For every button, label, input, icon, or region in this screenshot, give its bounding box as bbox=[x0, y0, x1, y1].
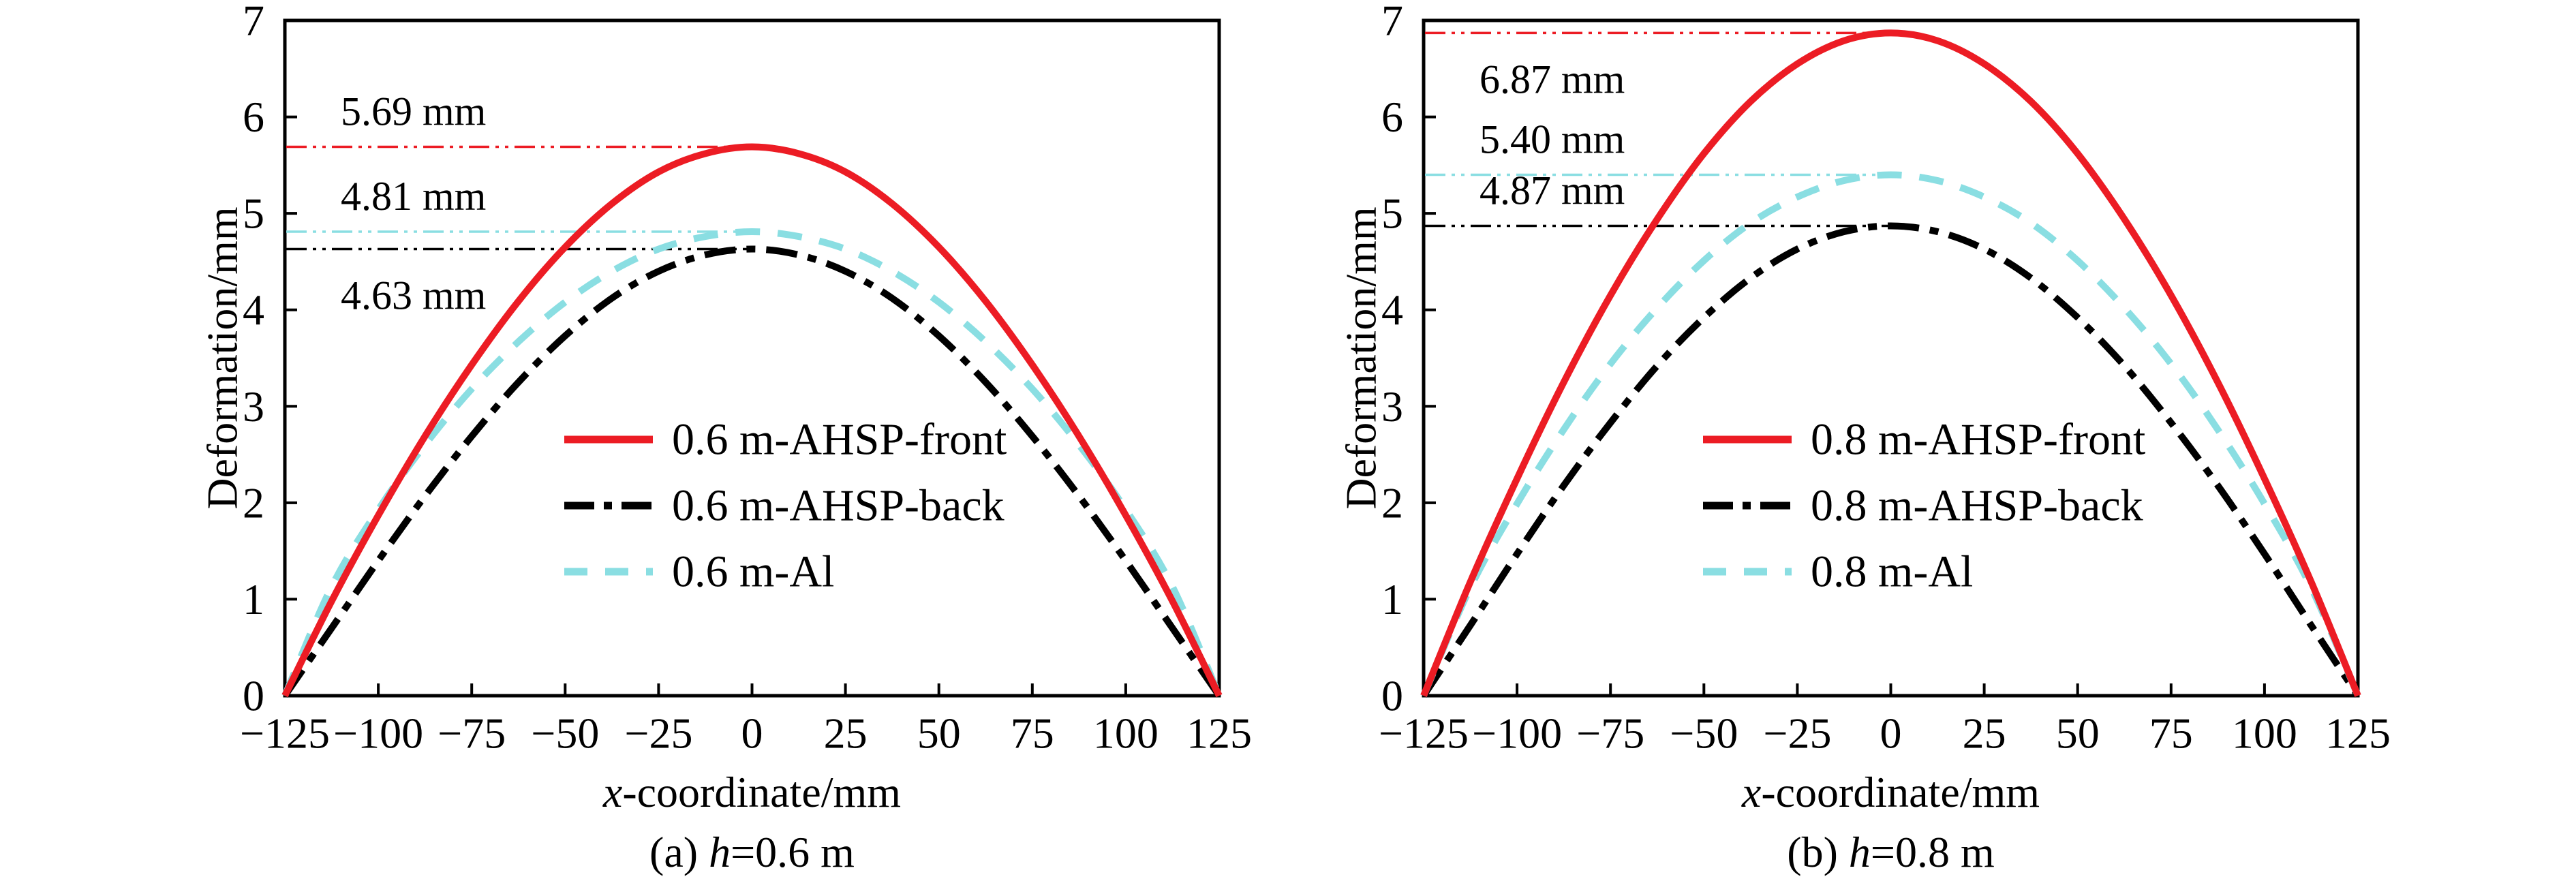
x-axis-label: x-coordinate/mm bbox=[1741, 768, 2040, 816]
annotation-label: 4.87 mm bbox=[1479, 168, 1625, 213]
series-curve-0-6-m-ahsp-front bbox=[281, 143, 1223, 698]
annotation-label: 4.81 mm bbox=[341, 174, 486, 219]
x-tick-label: 0 bbox=[741, 709, 763, 758]
x-tick-label: 125 bbox=[2325, 709, 2391, 758]
legend-label: 0.6 m-AHSP-back bbox=[672, 481, 1005, 531]
annotation-label: 5.69 mm bbox=[341, 89, 486, 134]
series-curve-0-8-m-al bbox=[1420, 171, 2361, 697]
legend-label: 0.8 m-AHSP-front bbox=[1811, 415, 2145, 465]
x-tick-label: 0 bbox=[1880, 709, 1902, 758]
x-tick-label: −50 bbox=[1670, 709, 1738, 758]
legend-label: 0.8 m-Al bbox=[1811, 547, 1973, 597]
legend-label: 0.6 m-Al bbox=[672, 547, 834, 597]
y-axis-label: Deformation/mm bbox=[198, 206, 247, 509]
x-tick-label: 125 bbox=[1186, 709, 1252, 758]
legend-label: 0.8 m-AHSP-back bbox=[1811, 481, 2143, 531]
y-tick-label: 1 bbox=[1381, 575, 1403, 623]
x-axis-label: x-coordinate/mm bbox=[602, 768, 901, 816]
series-curve-0-8-m-ahsp-back bbox=[1420, 222, 2361, 698]
y-tick-label: 6 bbox=[1381, 93, 1403, 141]
annotation-label: 5.40 mm bbox=[1479, 117, 1625, 162]
x-tick-label: −75 bbox=[438, 709, 506, 758]
x-tick-label: −100 bbox=[1472, 709, 1562, 758]
series-curve-0-8-m-ahsp-front bbox=[1420, 29, 2361, 697]
x-tick-label: −25 bbox=[624, 709, 692, 758]
x-tick-label: 25 bbox=[824, 709, 868, 758]
x-tick-label: −100 bbox=[333, 709, 423, 758]
x-tick-label: 50 bbox=[917, 709, 961, 758]
x-tick-label: −50 bbox=[531, 709, 599, 758]
x-tick-label: 50 bbox=[2056, 709, 2100, 758]
y-tick-label: 2 bbox=[243, 478, 264, 527]
annotation-label: 4.63 mm bbox=[341, 273, 486, 318]
panel-caption: (b) h=0.8 m bbox=[1787, 828, 1995, 876]
y-tick-label: 1 bbox=[243, 575, 264, 623]
x-tick-label: −125 bbox=[240, 709, 330, 758]
panel-caption: (a) h=0.6 m bbox=[649, 828, 855, 876]
y-tick-label: 4 bbox=[1381, 286, 1403, 334]
x-tick-label: 25 bbox=[1963, 709, 2006, 758]
annotation-label: 6.87 mm bbox=[1479, 57, 1625, 102]
y-tick-label: 3 bbox=[1381, 382, 1403, 431]
legend-label: 0.6 m-AHSP-front bbox=[672, 415, 1007, 465]
x-tick-label: −25 bbox=[1763, 709, 1831, 758]
y-axis-label: Deformation/mm bbox=[1337, 206, 1385, 509]
series-curve-0-6-m-ahsp-back bbox=[281, 245, 1223, 698]
y-tick-label: 0 bbox=[1381, 672, 1403, 720]
y-tick-label: 0 bbox=[243, 672, 264, 720]
x-tick-label: −75 bbox=[1576, 709, 1644, 758]
x-tick-label: 75 bbox=[2149, 709, 2193, 758]
x-tick-label: 100 bbox=[1093, 709, 1159, 758]
y-tick-label: 7 bbox=[1381, 0, 1403, 45]
series-curve-0-6-m-al bbox=[281, 228, 1223, 697]
y-tick-label: 6 bbox=[243, 93, 264, 141]
y-tick-label: 5 bbox=[243, 189, 264, 238]
y-tick-label: 4 bbox=[243, 286, 264, 334]
y-tick-label: 2 bbox=[1381, 478, 1403, 527]
x-tick-label: −125 bbox=[1379, 709, 1469, 758]
x-tick-label: 75 bbox=[1011, 709, 1054, 758]
y-tick-label: 3 bbox=[243, 382, 264, 431]
y-tick-label: 5 bbox=[1381, 189, 1403, 238]
y-tick-label: 7 bbox=[243, 0, 264, 45]
x-tick-label: 100 bbox=[2232, 709, 2297, 758]
